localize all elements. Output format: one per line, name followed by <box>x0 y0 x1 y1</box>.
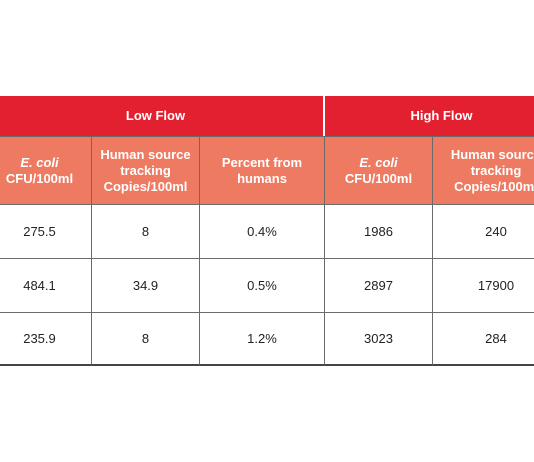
cell-text: 0.4% <box>247 223 277 239</box>
cell-text: Copies/100ml <box>454 178 534 194</box>
cell-text: 8 <box>141 330 150 346</box>
cell-text: 34.9 <box>132 277 159 293</box>
data-cell: 8 <box>92 312 200 366</box>
data-cell: 0.4% <box>200 204 325 258</box>
data-cell: 34.9 <box>92 258 200 312</box>
cell-text: E. coli <box>359 154 398 170</box>
data-cell: 17900 <box>433 258 534 312</box>
column-header: Percent from humans <box>200 136 325 204</box>
cell-text: 484.1 <box>23 277 56 293</box>
column-header: E. coli CFU/100ml <box>325 136 433 204</box>
cell-text: 284 <box>485 330 507 346</box>
data-cell: 284 <box>433 312 534 366</box>
data-cell: 0.5% <box>200 258 325 312</box>
cell-text: 3023 <box>364 330 393 346</box>
cell-text: CFU/100ml <box>5 170 74 186</box>
cell-text: Human source tracking <box>100 146 191 178</box>
column-header: Human source tracking Copies/100ml <box>92 136 200 204</box>
cell-text: Copies/100ml <box>103 178 188 194</box>
group-header: Low Flow <box>0 96 325 136</box>
cell-text: 1.2% <box>247 330 277 346</box>
cell-text: 2897 <box>364 277 393 293</box>
cell-text: E. coli <box>20 154 59 170</box>
cell-text: 275.5 <box>23 223 56 239</box>
data-cell: 1986 <box>325 204 433 258</box>
cell-text: Percent from humans <box>221 154 303 186</box>
data-cell: 235.9 <box>0 312 92 366</box>
data-cell: 275.5 <box>0 204 92 258</box>
data-cell: 8 <box>92 204 200 258</box>
cell-text: 1986 <box>364 223 393 239</box>
column-header: E. coli CFU/100ml <box>0 136 92 204</box>
cell-text: Low Flow <box>125 108 186 123</box>
cell-text: 240 <box>485 223 507 239</box>
cell-text: 17900 <box>477 277 515 293</box>
cell-text: CFU/100ml <box>344 170 413 186</box>
cell-text: 235.9 <box>23 330 56 346</box>
cell-text: Human source tracking <box>450 146 534 178</box>
data-cell: 2897 <box>325 258 433 312</box>
data-cell: 1.2% <box>200 312 325 366</box>
data-cell: 240 <box>433 204 534 258</box>
cell-text: 8 <box>141 223 150 239</box>
data-cell: 484.1 <box>0 258 92 312</box>
cell-text: 0.5% <box>247 277 277 293</box>
cell-text: High Flow <box>410 108 473 123</box>
column-header: Human source tracking Copies/100ml <box>433 136 534 204</box>
data-cell: 3023 <box>325 312 433 366</box>
group-header: High Flow <box>325 96 534 136</box>
